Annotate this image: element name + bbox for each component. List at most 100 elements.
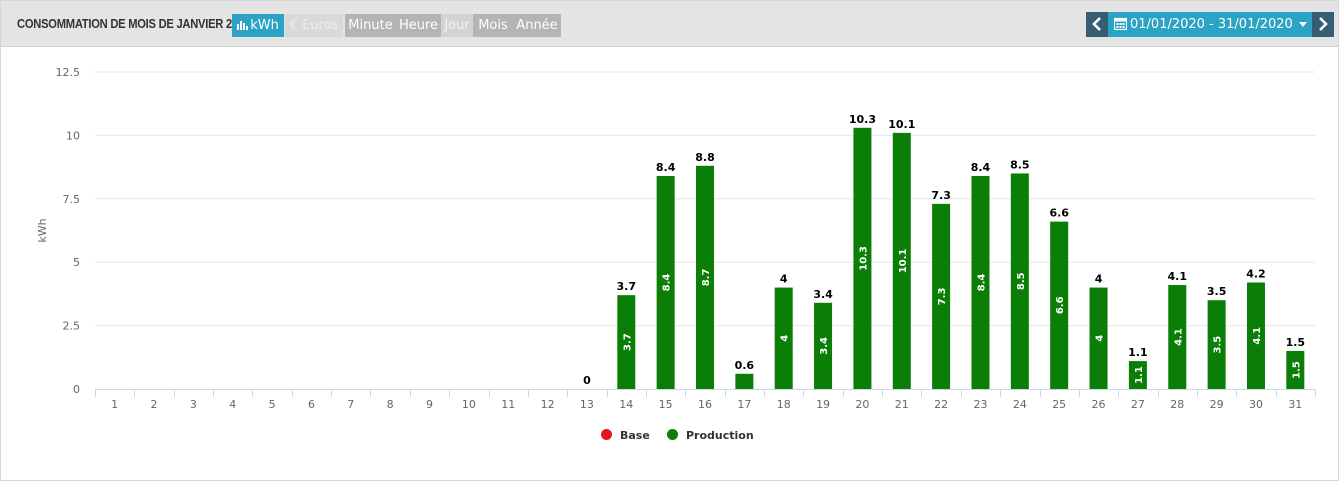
bar — [1089, 287, 1108, 389]
data-label: 4 — [1095, 273, 1103, 286]
inner-data-label: 1.5 — [1291, 361, 1302, 379]
bar — [1050, 221, 1069, 389]
legend-dot-production — [667, 429, 678, 440]
tab-annee[interactable]: Année — [516, 18, 558, 33]
x-tick-label: 31 — [1288, 398, 1302, 411]
inner-data-label: 3.7 — [622, 333, 633, 351]
x-tick-label: 9 — [426, 398, 433, 411]
prev-period-button[interactable] — [1086, 12, 1108, 37]
data-label: 4.1 — [1168, 270, 1188, 283]
x-tick-label: 23 — [973, 398, 987, 411]
x-tick-label: 21 — [895, 398, 909, 411]
x-tick-label: 14 — [619, 398, 633, 411]
data-label: 8.8 — [695, 151, 715, 164]
kwh-label: kWh — [250, 18, 279, 33]
x-tick-label: 29 — [1210, 398, 1224, 411]
bar — [735, 373, 754, 389]
tab-heure[interactable]: Heure — [398, 18, 439, 33]
y-tick-label: 0 — [73, 383, 80, 396]
date-range-text: 01/01/2020 - 31/01/2020 — [1130, 17, 1293, 32]
date-range-dropdown[interactable]: 01/01/2020 - 31/01/2020 — [1113, 12, 1307, 37]
bar — [853, 127, 872, 390]
y-tick-label: 10 — [66, 129, 80, 142]
bar — [617, 295, 636, 389]
inner-data-label: 4.1 — [1252, 327, 1263, 345]
inner-data-label: 8.7 — [701, 269, 712, 287]
data-label: 4 — [780, 273, 788, 286]
chart-legend: Base Production — [1, 429, 1338, 443]
data-label: 8.4 — [656, 161, 676, 174]
inner-data-label: 10.3 — [858, 246, 869, 271]
inner-data-label: 4.1 — [1173, 328, 1184, 346]
x-tick-label: 24 — [1013, 398, 1027, 411]
tab-mois[interactable]: Mois — [478, 18, 508, 33]
caret-down-icon — [1298, 22, 1307, 27]
bar — [774, 287, 793, 389]
x-tick-label: 5 — [269, 398, 276, 411]
data-label: 7.3 — [931, 189, 951, 202]
calendar-icon — [1113, 17, 1128, 31]
data-label: 0.6 — [735, 359, 755, 372]
data-label: 8.5 — [1010, 158, 1030, 171]
y-tick-label: 5 — [73, 256, 80, 269]
tab-minute[interactable]: Minute — [348, 18, 393, 33]
data-label: 10.1 — [888, 118, 915, 131]
date-range-picker: 01/01/2020 - 31/01/2020 — [1086, 12, 1334, 37]
data-label: 3.5 — [1207, 285, 1227, 298]
inner-data-label: 8.4 — [976, 274, 987, 292]
legend-item-production[interactable]: Production — [667, 429, 754, 442]
x-tick-label: 22 — [934, 398, 948, 411]
euros-button[interactable]: € Euros — [285, 14, 343, 37]
bar — [656, 175, 675, 389]
y-tick-label: 2.5 — [63, 320, 81, 333]
x-tick-label: 7 — [347, 398, 354, 411]
y-tick-label: 12.5 — [56, 66, 81, 79]
data-label: 1.1 — [1128, 346, 1148, 359]
bar — [1128, 361, 1147, 389]
data-label: 8.4 — [971, 161, 991, 174]
x-tick-label: 1 — [111, 398, 118, 411]
legend-label-base: Base — [620, 429, 650, 442]
x-tick-label: 13 — [580, 398, 594, 411]
inner-data-label: 8.4 — [662, 274, 673, 292]
inner-data-label: 3.5 — [1213, 336, 1224, 354]
bar — [1168, 285, 1187, 389]
bar — [932, 203, 951, 389]
legend-item-base[interactable]: Base — [601, 429, 650, 442]
data-label: 6.6 — [1049, 207, 1069, 220]
x-tick-label: 8 — [387, 398, 394, 411]
y-tick-label: 7.5 — [63, 193, 81, 206]
y-axis-title: kWh — [36, 218, 49, 242]
bar — [696, 165, 714, 389]
next-period-button[interactable] — [1312, 12, 1334, 37]
inner-data-label: 1.1 — [1134, 366, 1145, 384]
page-title: CONSOMMATION DE MOIS DE JANVIER 2020 — [17, 16, 250, 31]
x-tick-label: 27 — [1131, 398, 1145, 411]
x-tick-label: 28 — [1170, 398, 1184, 411]
period-selector: Minute Heure Jour Mois Année — [345, 14, 561, 37]
tab-jour[interactable]: Jour — [441, 14, 473, 37]
data-label: 1.5 — [1286, 336, 1306, 349]
x-tick-label: 4 — [229, 398, 236, 411]
inner-data-label: 8.5 — [1016, 272, 1027, 290]
kwh-button[interactable]: kWh — [232, 14, 284, 37]
x-tick-label: 6 — [308, 398, 315, 411]
chevron-right-icon — [1319, 17, 1328, 31]
x-tick-label: 19 — [816, 398, 830, 411]
legend-label-production: Production — [686, 429, 754, 442]
data-label: 4.2 — [1246, 267, 1266, 280]
x-tick-label: 26 — [1092, 398, 1106, 411]
bar — [1286, 350, 1305, 389]
x-tick-label: 3 — [190, 398, 197, 411]
inner-data-label: 4 — [780, 335, 791, 342]
x-tick-label: 18 — [777, 398, 791, 411]
bar — [1246, 282, 1265, 389]
panel-header: CONSOMMATION DE MOIS DE JANVIER 2020 kWh… — [1, 1, 1338, 47]
bar — [1010, 173, 1029, 389]
data-label: 0 — [583, 374, 591, 387]
x-tick-label: 25 — [1052, 398, 1066, 411]
x-tick-label: 20 — [855, 398, 869, 411]
inner-data-label: 3.4 — [819, 337, 830, 355]
bar — [971, 175, 990, 389]
